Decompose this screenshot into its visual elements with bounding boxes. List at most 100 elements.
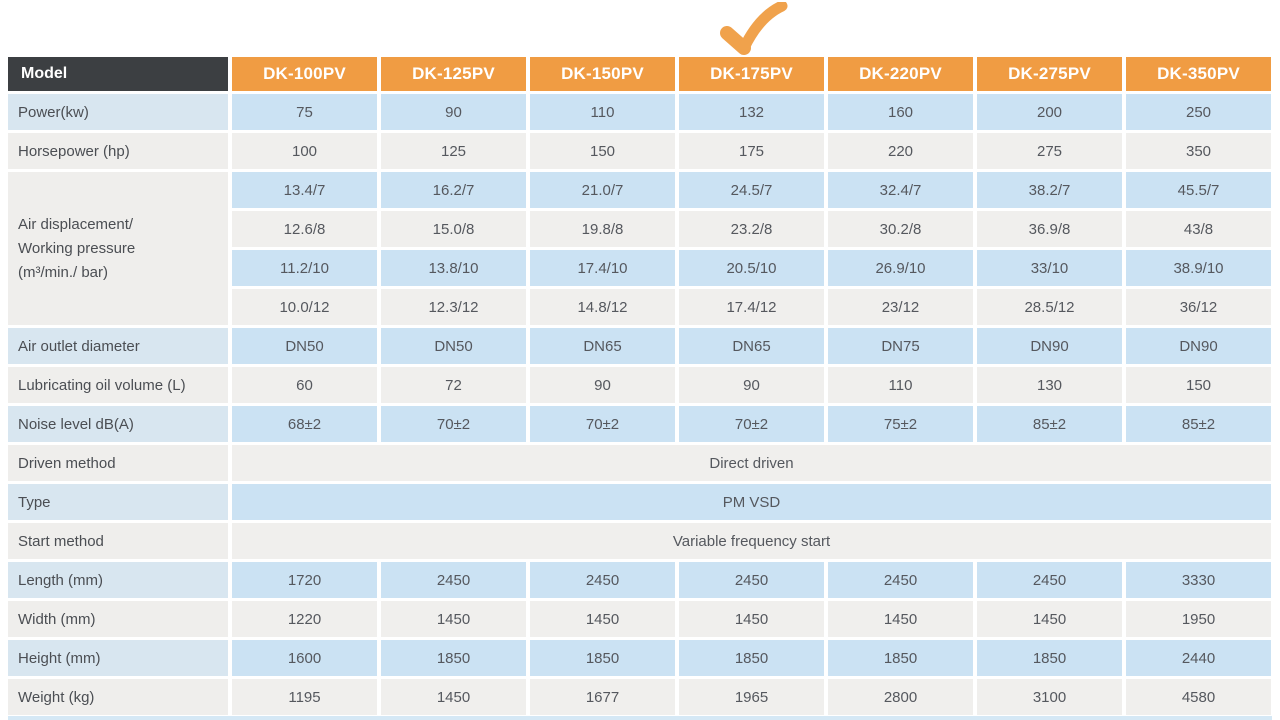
- table-cell: DN90: [1126, 328, 1271, 364]
- table-cell: 1850: [828, 640, 973, 676]
- table-cell: 36.9/8: [977, 211, 1122, 247]
- table-cell: 90: [530, 367, 675, 403]
- table-cell: 100: [232, 133, 377, 169]
- table-cell: 1220: [232, 601, 377, 637]
- table-cell: 45.5/7: [1126, 172, 1271, 208]
- table-cell: 2800: [828, 679, 973, 715]
- table-cell: 275: [977, 133, 1122, 169]
- table-cell: 90: [679, 367, 824, 403]
- table-cell: DN90: [977, 328, 1122, 364]
- table-cell: 1965: [679, 679, 824, 715]
- model-header-cell: Model: [8, 57, 228, 91]
- table-cell: 250: [1126, 94, 1271, 130]
- table-row: Length (mm) 1720 2450 2450 2450 2450 2450 3330: [8, 562, 1271, 598]
- table-cell: 23.2/8: [679, 211, 824, 247]
- table-cell: 85±2: [977, 406, 1122, 442]
- table-cell: 72: [381, 367, 526, 403]
- header-row: Model DK-100PV DK-125PV DK-150PV DK-175PV DK-…: [8, 57, 1271, 91]
- row-label-cell: Power(kw): [8, 94, 228, 130]
- table-cell: 12.3/12: [381, 289, 526, 325]
- table-cell: 1450: [828, 601, 973, 637]
- table-cell: 1850: [977, 640, 1122, 676]
- table-cell: 1600: [232, 640, 377, 676]
- table-cell: 16.2/7: [381, 172, 526, 208]
- table-cell: 36/12: [1126, 289, 1271, 325]
- table-cell: DN65: [530, 328, 675, 364]
- row-label-cell: Air displacement/Working pressure (m³/min…: [8, 172, 228, 325]
- table-row: Width (mm) 1220 1450 1450 1450 1450 1450 1950: [8, 601, 1271, 637]
- table-cell: 38.2/7: [977, 172, 1122, 208]
- table-cell: DN50: [381, 328, 526, 364]
- row-label-cell: Length (mm): [8, 562, 228, 598]
- table-cell: 130: [977, 367, 1122, 403]
- table-row: 12.6/8 15.0/8 19.8/8 23.2/8 30.2/8 36.9/8 43/8: [8, 211, 1271, 247]
- table-cell: 26.9/10: [828, 250, 973, 286]
- table-row: Start method Variable frequency start: [8, 523, 1271, 559]
- table-cell: 1195: [232, 679, 377, 715]
- table-cell: 2450: [530, 562, 675, 598]
- table-cell: 1950: [1126, 601, 1271, 637]
- table-row: Air outlet diameter DN50 DN50 DN65 DN65 DN75 D…: [8, 328, 1271, 364]
- table-cell: 21.0/7: [530, 172, 675, 208]
- table-cell: 30.2/8: [828, 211, 973, 247]
- table-cell: 17.4/10: [530, 250, 675, 286]
- column-header-cell: DK-150PV: [530, 57, 675, 91]
- table-cell: 1850: [679, 640, 824, 676]
- table-cell: 1450: [679, 601, 824, 637]
- table-cell: 75: [232, 94, 377, 130]
- table-body: Power(kw) 75 90 110 132 160 200 250 Horsepower (…: [8, 94, 1271, 715]
- table-row: Weight (kg) 1195 1450 1677 1965 2800 3100 4580: [8, 679, 1271, 715]
- table-cell: 220: [828, 133, 973, 169]
- table-cell: 19.8/8: [530, 211, 675, 247]
- table-cell: 60: [232, 367, 377, 403]
- table-cell: 3330: [1126, 562, 1271, 598]
- table-cell: 10.0/12: [232, 289, 377, 325]
- row-label-cell: Driven method: [8, 445, 228, 481]
- table-cell: 150: [1126, 367, 1271, 403]
- table-cell: 68±2: [232, 406, 377, 442]
- table-cell: 43/8: [1126, 211, 1271, 247]
- table-cell: 38.9/10: [1126, 250, 1271, 286]
- table-cell: 2450: [679, 562, 824, 598]
- row-label-cell: Air outlet diameter: [8, 328, 228, 364]
- table-cell: 12.6/8: [232, 211, 377, 247]
- table-cell: 200: [977, 94, 1122, 130]
- table-cell: 3100: [977, 679, 1122, 715]
- column-header-cell: DK-125PV: [381, 57, 526, 91]
- table-cell: 32.4/7: [828, 172, 973, 208]
- table-row: Noise level dB(A) 68±2 70±2 70±2 70±2 75±2 85±…: [8, 406, 1271, 442]
- table-cell: DN65: [679, 328, 824, 364]
- table-cell: 150: [530, 133, 675, 169]
- table-row: Horsepower (hp) 100 125 150 175 220 275 350: [8, 133, 1271, 169]
- table-cell: 20.5/10: [679, 250, 824, 286]
- column-header-cell: DK-220PV: [828, 57, 973, 91]
- row-label-cell: Width (mm): [8, 601, 228, 637]
- table-cell: 1450: [381, 601, 526, 637]
- table-cell: 110: [530, 94, 675, 130]
- table-cell: 1450: [977, 601, 1122, 637]
- table-cell: 4580: [1126, 679, 1271, 715]
- table-cell: 1850: [381, 640, 526, 676]
- table-cell: 70±2: [530, 406, 675, 442]
- table-cell: 110: [828, 367, 973, 403]
- row-label-line: (m³/min./ bar): [18, 263, 108, 281]
- row-label-cell: Noise level dB(A): [8, 406, 228, 442]
- column-header-cell: DK-275PV: [977, 57, 1122, 91]
- table-cell: 2440: [1126, 640, 1271, 676]
- table-cell: 23/12: [828, 289, 973, 325]
- row-label-line: Working pressure: [18, 239, 136, 257]
- table-row: Air displacement/Working pressure (m³/min…: [8, 172, 1271, 325]
- row-label-cell: Start method: [8, 523, 228, 559]
- table-cell: DN75: [828, 328, 973, 364]
- table-cell: 13.4/7: [232, 172, 377, 208]
- table-cell: 1677: [530, 679, 675, 715]
- table-row: Height (mm) 1600 1850 1850 1850 1850 1850 2440: [8, 640, 1271, 676]
- table-cell: 2450: [828, 562, 973, 598]
- merged-value-cell: Variable frequency start: [232, 523, 1271, 559]
- row-label-cell: Height (mm): [8, 640, 228, 676]
- table-cell: 90: [381, 94, 526, 130]
- table-cell: 11.2/10: [232, 250, 377, 286]
- table-cell: DN50: [232, 328, 377, 364]
- row-label-line: Air displacement/: [18, 215, 134, 233]
